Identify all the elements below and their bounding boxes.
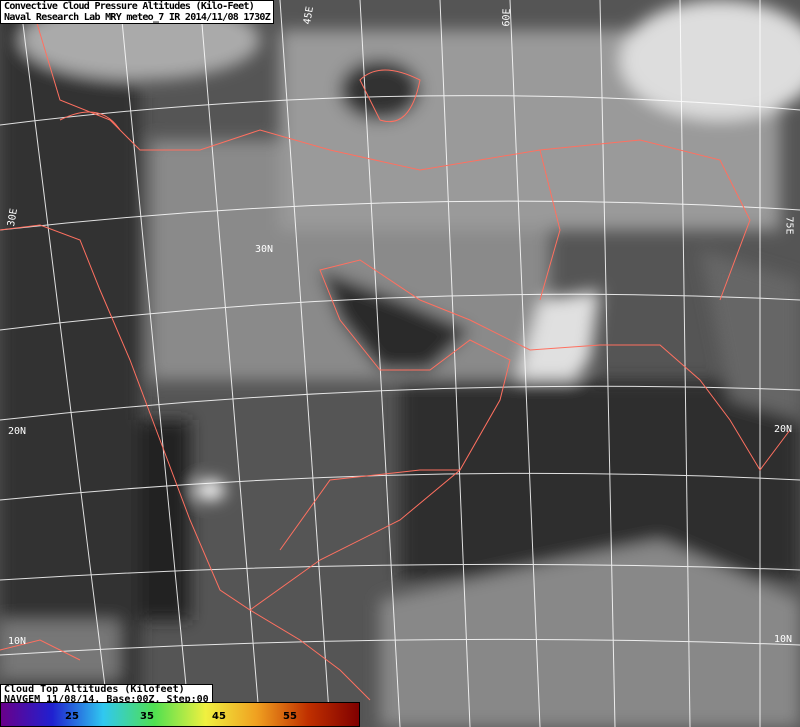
title-line-2: Naval Research Lab MRY meteo_7 IR 2014/1…	[4, 12, 271, 23]
image-title: Convective Cloud Pressure Altitudes (Kil…	[0, 0, 275, 24]
legend-subtitle: NAVGEM 11/08/14, Base:00Z, Step:00	[4, 694, 209, 705]
lon-label-75e: 75E	[783, 216, 795, 235]
colorbar-tick-45: 45	[212, 711, 226, 722]
legend-title: Cloud Top Altitudes (Kilofeet)	[4, 684, 185, 695]
colorbar-tick-35: 35	[140, 711, 154, 722]
lat-label-10n-east: 10N	[774, 634, 793, 645]
title-line-1: Convective Cloud Pressure Altitudes (Kil…	[4, 1, 255, 12]
colorbar-tick-55: 55	[283, 711, 297, 722]
lat-label-10n-west: 10N	[8, 636, 27, 647]
coastlines-and-borders	[0, 0, 791, 701]
lat-label-20n-west: 20N	[8, 426, 27, 437]
colorbar-tick-25: 25	[65, 711, 79, 722]
altitude-colorbar: 25 35 45 55	[0, 702, 360, 727]
lat-label-30n: 30N	[255, 244, 274, 255]
lat-label-20n-east: 20N	[774, 424, 793, 435]
lon-label-60e: 60E	[501, 8, 513, 27]
